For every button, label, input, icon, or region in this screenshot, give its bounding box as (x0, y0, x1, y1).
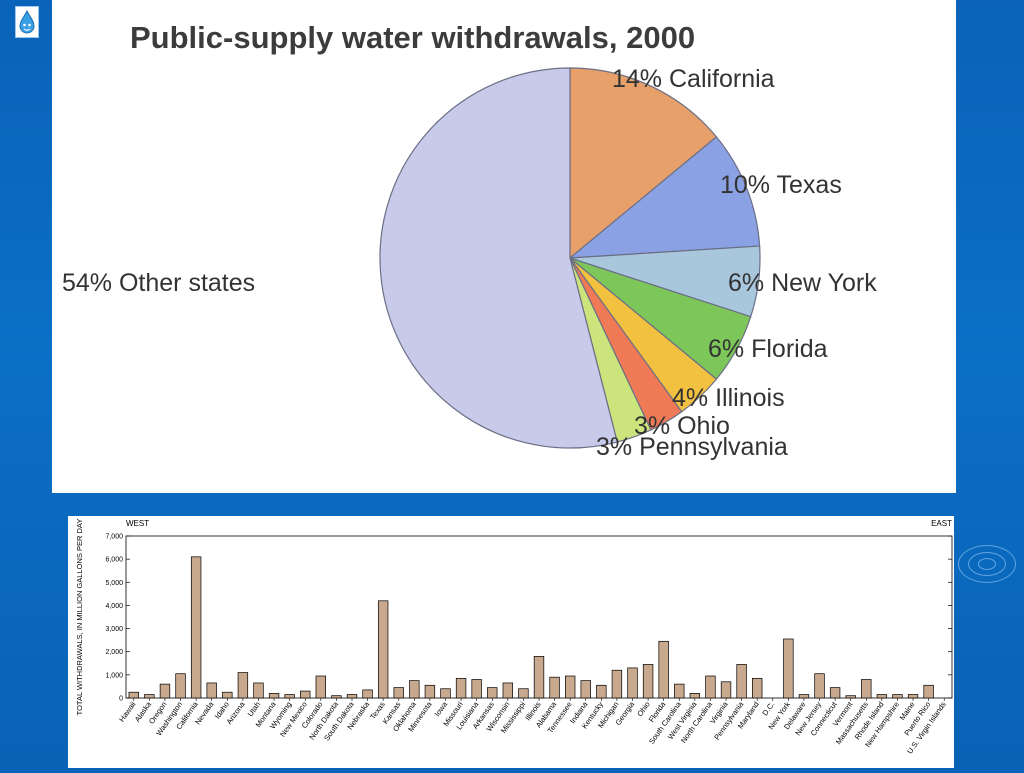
pie-label-california: 14% California (612, 65, 775, 93)
pie-label-texas: 10% Texas (720, 171, 842, 199)
bar-puerto-rico (923, 684, 934, 699)
bar-delaware (798, 694, 810, 699)
bar-michigan (611, 669, 623, 699)
y-axis-title: TOTAL WITHDRAWALS, IN MILLION GALLONS PE… (75, 519, 84, 716)
chart-title: Public-supply water withdrawals, 2000 (130, 20, 695, 55)
y-tick-label: 1,000 (105, 672, 123, 679)
y-tick-label: 0 (119, 696, 123, 703)
pie-chart: Public-supply water withdrawals, 2000 14… (62, 20, 877, 461)
pie-slice-california (569, 67, 718, 260)
bar-utah (253, 682, 264, 699)
bar-minnesota (424, 684, 436, 699)
pie-label-other-states: 54% Other states (62, 269, 255, 297)
pie-label-illinois: 4% Illinois (672, 384, 785, 412)
bar-massachusetts (861, 679, 872, 699)
bar-south-dakota (346, 694, 358, 699)
bar-washington (175, 673, 186, 699)
pie-label-name: Florida (751, 335, 828, 363)
bar-kansas (393, 687, 404, 699)
bar-iowa (440, 688, 451, 699)
pie-slice-other-states (379, 67, 618, 449)
bar-wisconsin (502, 682, 514, 699)
bar-illinois (533, 655, 545, 699)
bar-maine (907, 694, 919, 699)
bar-mississippi (518, 688, 529, 699)
y-tick-label: 7,000 (105, 534, 123, 541)
bar-south-carolina (674, 683, 685, 699)
bar-kentucky (596, 684, 607, 699)
bar-louisiana (471, 679, 482, 699)
bar-wyoming (284, 694, 295, 699)
pie-label-percent: 10% (720, 171, 777, 199)
bar-oklahoma (409, 680, 420, 699)
pie-label-percent: 3% (634, 412, 677, 440)
bar-colorado (315, 675, 326, 699)
bar-virginia (720, 681, 732, 699)
bar-connecticut (829, 687, 841, 699)
bar-north-dakota (331, 695, 342, 699)
bar-new-jersey (814, 673, 825, 699)
bar-chart: WEST EAST 0 1,000 2,000 3,000 4,000 5,000 6,00… (75, 519, 953, 756)
pie-label-new-york: 6% New York (728, 269, 877, 297)
water-ripple-decoration (968, 552, 1006, 576)
y-tick-label: 2,000 (105, 649, 123, 656)
pie-label-name: Texas (777, 171, 842, 199)
bar-ohio (642, 664, 654, 699)
y-tick-label: 4,000 (105, 603, 123, 610)
pie-label-percent: 6% (708, 335, 751, 363)
bar-new-hampshire (892, 694, 903, 699)
pie-label-name: California (669, 65, 775, 93)
bar-missouri (455, 677, 467, 699)
bar-tennessee (564, 675, 576, 699)
pie-label-florida: 6% Florida (708, 335, 828, 363)
bar-indiana (580, 680, 591, 699)
pie-label-ohio: 3% Ohio (634, 412, 730, 440)
bar-new-mexico (300, 690, 311, 699)
pie-slice-texas (568, 136, 761, 259)
bar-arizona (237, 672, 249, 699)
bar-north-carolina (705, 675, 716, 699)
bar-arkansas (487, 687, 498, 699)
bar-vermont (845, 695, 856, 699)
pie-label-percent: 4% (672, 384, 715, 412)
y-tick-label: 6,000 (105, 557, 123, 564)
bar-nebraska (362, 689, 373, 699)
water-ripple-decoration (978, 558, 996, 570)
pie-label-percent: 14% (612, 65, 669, 93)
pie-label-name: New York (771, 269, 877, 297)
pie-label-pennsylvania: 3% Pennsylvania (596, 433, 788, 461)
pie-label-name: Other states (119, 269, 255, 297)
pie-label-name: Pennsylvania (639, 433, 788, 461)
bar-chart-panel: WEST EAST 0 1,000 2,000 3,000 4,000 5,000 6,00… (68, 516, 954, 768)
pie-label-percent: 54% (62, 269, 119, 297)
water-drop-icon (15, 6, 39, 38)
pie-label-name: Illinois (715, 384, 784, 412)
bar-alabama (549, 676, 560, 699)
bar-west-virginia (689, 693, 701, 699)
region-left-label: WEST (126, 519, 149, 528)
bar-idaho (222, 691, 233, 699)
bar-florida (658, 640, 669, 699)
bar-rhode-island (876, 694, 888, 699)
bar-new-york (783, 638, 794, 699)
bar-california (190, 556, 202, 699)
y-tick-label: 3,000 (105, 626, 123, 633)
region-right-label: EAST (931, 519, 952, 528)
pie-label-name: Ohio (677, 412, 730, 440)
bar-pennsylvania (736, 664, 747, 699)
water-ripple-decoration (958, 545, 1016, 583)
bar-alaska (144, 694, 155, 699)
bar-oregon (159, 683, 171, 699)
pie-chart-panel: Public-supply water withdrawals, 2000 14… (52, 0, 956, 493)
bar-georgia (627, 667, 638, 699)
bar-texas (377, 600, 389, 699)
bar-nevada (206, 682, 217, 699)
bar-montana (268, 693, 280, 699)
pie-label-percent: 3% (596, 433, 639, 461)
y-tick-label: 5,000 (105, 580, 123, 587)
pie-label-percent: 6% (728, 269, 771, 297)
bar-hawaii (128, 691, 139, 699)
bar-maryland (752, 677, 763, 699)
